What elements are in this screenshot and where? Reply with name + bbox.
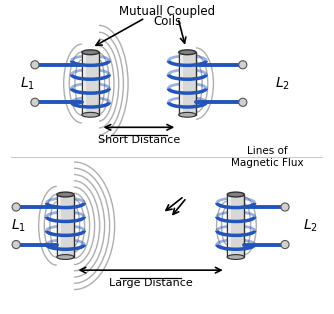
Ellipse shape	[179, 112, 196, 117]
Circle shape	[31, 98, 39, 106]
Ellipse shape	[57, 192, 74, 197]
Circle shape	[281, 203, 289, 211]
Bar	[179, 52, 196, 115]
Ellipse shape	[179, 50, 196, 55]
Text: Coils: Coils	[153, 15, 181, 28]
Bar	[83, 52, 86, 115]
Circle shape	[12, 241, 20, 249]
Circle shape	[239, 61, 247, 69]
Text: $L_1$: $L_1$	[11, 218, 26, 234]
Circle shape	[239, 98, 247, 106]
Ellipse shape	[227, 255, 244, 259]
Ellipse shape	[82, 50, 99, 55]
Text: $L_1$: $L_1$	[20, 75, 35, 92]
Circle shape	[31, 61, 39, 69]
Text: $L_2$: $L_2$	[303, 218, 318, 234]
Bar	[58, 194, 61, 257]
Ellipse shape	[57, 255, 74, 259]
Bar	[82, 52, 99, 115]
Circle shape	[12, 203, 20, 211]
Ellipse shape	[227, 192, 244, 197]
Bar	[180, 52, 183, 115]
Text: $L_2$: $L_2$	[275, 75, 290, 92]
Ellipse shape	[82, 112, 99, 117]
Text: Short Distance: Short Distance	[98, 135, 180, 145]
Text: Large Distance: Large Distance	[109, 278, 192, 288]
Text: Lines of
Magnetic Flux: Lines of Magnetic Flux	[231, 146, 303, 168]
Bar	[57, 194, 74, 257]
Text: Mutuall Coupled: Mutuall Coupled	[119, 5, 215, 19]
Circle shape	[281, 241, 289, 249]
Bar	[227, 194, 244, 257]
Bar	[228, 194, 231, 257]
